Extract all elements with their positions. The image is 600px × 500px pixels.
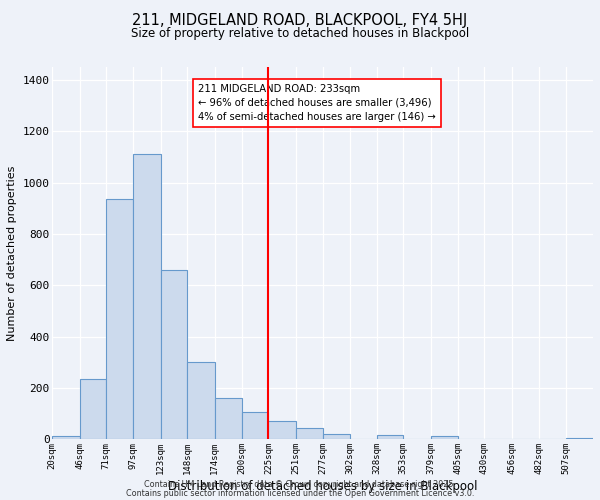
Text: 211 MIDGELAND ROAD: 233sqm
← 96% of detached houses are smaller (3,496)
4% of se: 211 MIDGELAND ROAD: 233sqm ← 96% of deta…	[198, 84, 436, 122]
Bar	[161, 270, 187, 440]
Text: Contains HM Land Registry data © Crown copyright and database right 2025.: Contains HM Land Registry data © Crown c…	[144, 480, 456, 489]
Bar	[296, 428, 323, 440]
Bar	[106, 200, 133, 440]
Bar	[377, 435, 403, 440]
Bar	[268, 421, 296, 440]
Text: Size of property relative to detached houses in Blackpool: Size of property relative to detached ho…	[131, 28, 469, 40]
Bar	[52, 436, 80, 440]
Text: 211, MIDGELAND ROAD, BLACKPOOL, FY4 5HJ: 211, MIDGELAND ROAD, BLACKPOOL, FY4 5HJ	[133, 12, 467, 28]
Bar	[242, 412, 268, 440]
Bar	[187, 362, 215, 440]
Bar	[133, 154, 161, 440]
Bar	[80, 379, 106, 440]
X-axis label: Distribution of detached houses by size in Blackpool: Distribution of detached houses by size …	[168, 480, 478, 493]
Bar	[566, 438, 593, 440]
Bar	[215, 398, 242, 440]
Bar	[431, 436, 458, 440]
Bar	[323, 434, 350, 440]
Y-axis label: Number of detached properties: Number of detached properties	[7, 166, 17, 341]
Text: Contains public sector information licensed under the Open Government Licence v3: Contains public sector information licen…	[126, 488, 474, 498]
